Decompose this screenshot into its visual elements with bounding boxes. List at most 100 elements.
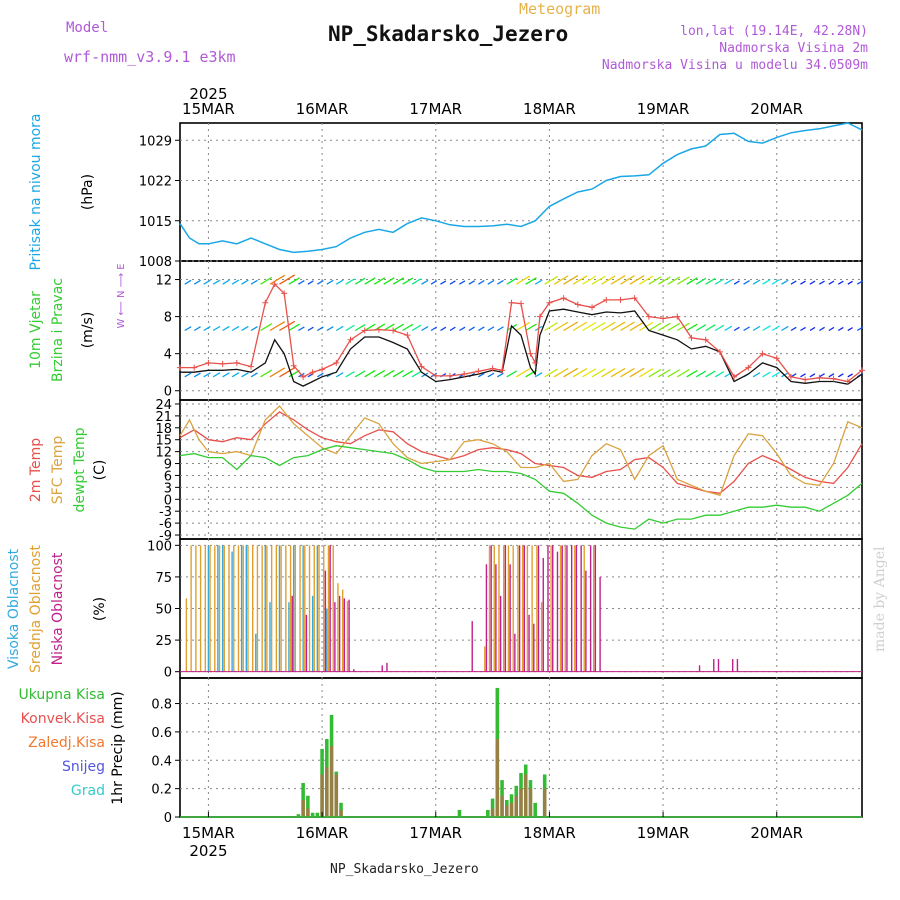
precip-legend-0: Ukupna Kisa (18, 687, 105, 703)
wind-arrow (743, 326, 750, 332)
wind-arrow (260, 323, 273, 332)
wind-arrow (658, 369, 671, 378)
precip-legend-3: Snijeg (62, 759, 105, 775)
ytick-label-cloud: 0 (164, 666, 172, 681)
wind-speed-marker (219, 360, 226, 367)
wind-arrow (525, 369, 537, 378)
wind-arrow (781, 325, 789, 332)
wind-arrow (809, 373, 816, 378)
wind-arrow (345, 278, 355, 285)
wind-arrow (212, 279, 221, 285)
wind-arrow (544, 275, 558, 285)
wind-arrow (496, 326, 504, 332)
precip-legend-2: Zaledj.Kisa (28, 735, 105, 751)
ytick-label-cloud: 50 (155, 603, 172, 618)
wind-speed-marker (404, 332, 411, 339)
wind-arrow (534, 279, 543, 285)
top-year-label: 2025 (189, 85, 227, 103)
wind-arrow (269, 367, 286, 378)
wind-arrow (203, 325, 211, 332)
wind-arrow (459, 280, 466, 285)
temp-line-2 (179, 445, 863, 530)
wind-speed-marker (499, 367, 506, 374)
wind-speed-marker (518, 300, 524, 307)
wind-speed-marker (546, 299, 553, 306)
wind-arrow (449, 280, 456, 285)
wind-arrow (222, 279, 230, 285)
wind-arrow (326, 279, 334, 285)
wind-arrow (534, 372, 543, 378)
wind-speed-marker (536, 313, 543, 320)
wind-arrow (250, 279, 258, 285)
wind-arrow (828, 373, 835, 378)
wind-arrow (629, 321, 645, 332)
ytick-label-temp: 21 (155, 410, 172, 425)
cloud-title3: Niska Oblacnost (50, 552, 66, 665)
made-by-label: made by Angel (872, 546, 888, 653)
wind-arrow (705, 277, 716, 285)
wind-speed-marker (461, 371, 468, 378)
wind-arrow (468, 326, 475, 332)
top-day-label-17MAR: 17MAR (409, 100, 462, 118)
wind-arrow (629, 367, 645, 378)
meteogram-subtitle: Meteogram (519, 0, 601, 18)
ytick-label-temp: 12 (155, 446, 172, 461)
wind-arrow (411, 278, 422, 285)
temp-line-0 (179, 411, 863, 494)
precip-bar (519, 788, 523, 817)
precip-bar (490, 798, 495, 817)
elevation-label: Nadmorska Visina 2m (719, 41, 868, 56)
wind-speed-marker (508, 299, 515, 306)
wind-arrow (212, 325, 221, 332)
bottom-day-label-15MAR: 15MAR (182, 824, 235, 842)
wind-speed-marker (319, 366, 326, 373)
ytick-label-temp: 3 (164, 481, 172, 496)
wind-title2: Brzina i Pravac (50, 278, 66, 382)
ytick-label-pressure: 1015 (139, 215, 172, 230)
wind-arrow (771, 325, 780, 332)
data-series (177, 122, 865, 818)
precip-bar (500, 795, 504, 817)
wind-arrow (449, 326, 456, 332)
cloud-unit: (%) (92, 597, 108, 621)
bottom-day-label-18MAR: 18MAR (523, 824, 576, 842)
wind-arrow (582, 321, 597, 332)
wind-speed-marker (617, 296, 624, 303)
wind-speed-marker (233, 359, 240, 366)
wind-arrow (298, 326, 305, 332)
wind-unit: (m/s) (80, 312, 96, 349)
wind-arrow (837, 326, 844, 332)
wind-arrow (695, 324, 707, 332)
wind-speed-marker (645, 313, 652, 320)
wind-arrow (752, 325, 761, 332)
wind-arrow (667, 276, 681, 285)
precip-legend-4: Grad (71, 783, 105, 799)
wind-speed-marker (418, 363, 425, 370)
precip-bar (306, 795, 310, 817)
wind-arrow (487, 372, 495, 378)
wind-arrow (809, 280, 816, 285)
wind-arrow (335, 372, 344, 378)
ytick-label-temp: 9 (164, 458, 172, 473)
precip-bar (533, 802, 537, 817)
wind-arrow (515, 368, 531, 378)
temp-line-1 (179, 405, 863, 497)
precip-bar (490, 808, 495, 817)
wind-arrow (847, 280, 853, 285)
wind-arrow (317, 372, 324, 378)
wind-speed-marker (603, 296, 610, 303)
wind-arrow (421, 279, 429, 285)
wind-arrow (591, 275, 606, 285)
ytick-label-wind: 4 (164, 348, 172, 363)
wind-speed-marker (347, 336, 354, 343)
wind-speed-marker (527, 350, 534, 357)
wind-arrow (373, 369, 386, 378)
wind-arrow (648, 368, 662, 378)
wind-speed-marker (177, 364, 183, 371)
top-day-label-15MAR: 15MAR (182, 100, 235, 118)
wind-arrow (364, 277, 376, 285)
wind-arrow (392, 277, 405, 285)
wind-arrow (667, 369, 681, 378)
wind-arrow (496, 372, 504, 378)
wind-arrow (279, 320, 296, 332)
